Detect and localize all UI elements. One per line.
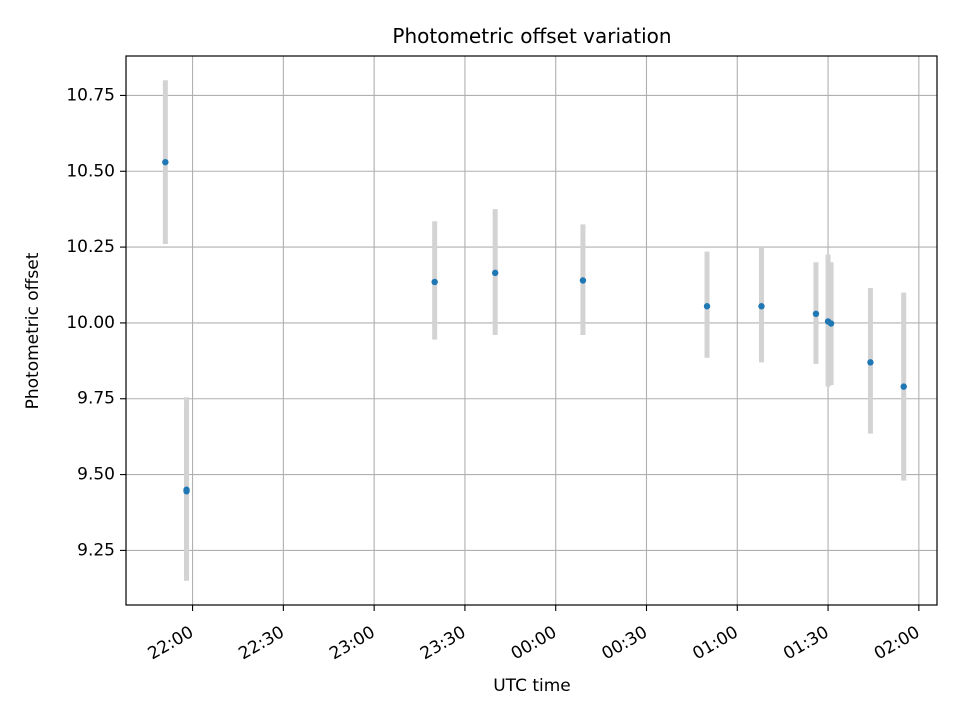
y-tick-label: 10.75 bbox=[66, 85, 115, 105]
grid bbox=[126, 56, 937, 605]
data-point bbox=[183, 486, 190, 493]
y-tick-label: 9.50 bbox=[77, 465, 115, 485]
y-tick-label: 9.75 bbox=[77, 389, 115, 409]
data-point bbox=[827, 320, 835, 327]
data-points bbox=[162, 158, 907, 495]
data-point bbox=[431, 278, 438, 286]
y-tick-label: 10.00 bbox=[66, 313, 115, 333]
y-tick-label: 10.50 bbox=[66, 161, 115, 181]
data-point bbox=[900, 383, 907, 390]
data-point bbox=[812, 310, 820, 318]
chart-title: Photometric offset variation bbox=[392, 24, 671, 48]
data-point bbox=[579, 277, 587, 284]
y-axis-label: Photometric offset bbox=[23, 252, 43, 409]
plot-frame bbox=[125, 55, 938, 606]
data-point bbox=[758, 303, 765, 310]
data-point bbox=[162, 158, 169, 166]
data-point bbox=[491, 269, 499, 277]
data-point bbox=[867, 359, 874, 366]
y-tick-label: 10.25 bbox=[66, 237, 115, 257]
y-tick-label: 9.25 bbox=[77, 540, 115, 560]
x-axis-label: UTC time bbox=[493, 676, 571, 696]
data-point bbox=[703, 303, 711, 310]
y-axis-ticks: 9.25 9.50 9.75 10.00 10.25 10.50 10.75 bbox=[66, 85, 126, 560]
